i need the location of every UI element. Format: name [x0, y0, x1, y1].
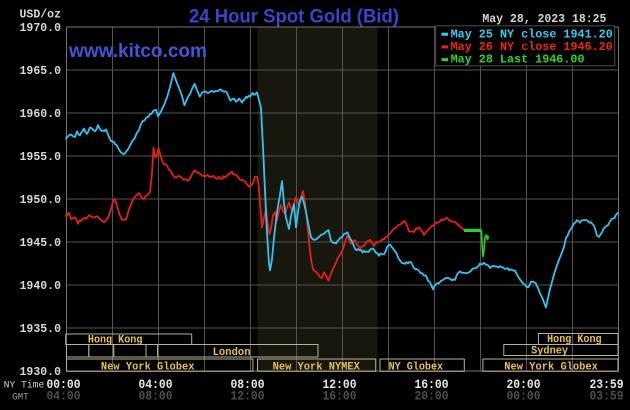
svg-text:1945.0: 1945.0 [20, 236, 62, 250]
svg-text:00:00: 00:00 [507, 390, 541, 404]
svg-text:12:00: 12:00 [231, 390, 265, 404]
svg-text:1950.0: 1950.0 [20, 193, 62, 207]
svg-text:23:59: 23:59 [590, 378, 624, 392]
svg-text:NY Time: NY Time [4, 380, 45, 392]
svg-text:New York Globex: New York Globex [101, 361, 195, 373]
svg-text:Hong Kong: Hong Kong [547, 334, 602, 346]
svg-text:1970.0: 1970.0 [20, 21, 62, 35]
svg-text:GMT: GMT [12, 392, 29, 404]
svg-text:1930.0: 1930.0 [20, 365, 62, 379]
svg-text:May 28 Last 1946.00: May 28 Last 1946.00 [451, 53, 585, 67]
svg-text:1960.0: 1960.0 [20, 107, 62, 121]
svg-text:1940.0: 1940.0 [20, 279, 62, 293]
svg-text:20:00: 20:00 [415, 390, 449, 404]
svg-text:www.kitco.com: www.kitco.com [68, 41, 207, 62]
svg-text:New York Globex: New York Globex [504, 361, 598, 373]
svg-text:Hong Kong: Hong Kong [88, 335, 142, 347]
svg-text:1965.0: 1965.0 [20, 64, 62, 78]
svg-text:24 Hour Spot Gold (Bid): 24 Hour Spot Gold (Bid) [189, 6, 399, 28]
svg-text:12:00: 12:00 [323, 378, 357, 392]
svg-text:04:00: 04:00 [139, 378, 173, 392]
svg-text:04:00: 04:00 [47, 390, 81, 404]
svg-text:May 25 NY close 1941.20: May 25 NY close 1941.20 [451, 27, 613, 41]
svg-text:May 26 NY close 1946.20: May 26 NY close 1946.20 [451, 40, 613, 54]
svg-text:Sydney: Sydney [531, 346, 568, 358]
svg-text:08:00: 08:00 [139, 390, 173, 404]
svg-text:03:59: 03:59 [590, 390, 624, 404]
svg-text:May 28, 2023 18:25: May 28, 2023 18:25 [482, 12, 606, 26]
svg-text:London: London [213, 347, 251, 359]
svg-text:08:00: 08:00 [231, 378, 265, 392]
svg-text:1955.0: 1955.0 [20, 150, 62, 164]
svg-text:1935.0: 1935.0 [20, 322, 62, 336]
svg-text:NY Globex: NY Globex [389, 361, 444, 373]
svg-text:20:00: 20:00 [507, 378, 541, 392]
svg-text:USD/oz: USD/oz [20, 8, 62, 22]
svg-text:16:00: 16:00 [323, 390, 357, 404]
svg-text:00:00: 00:00 [47, 378, 81, 392]
svg-text:16:00: 16:00 [415, 378, 449, 392]
svg-text:New York NYMEX: New York NYMEX [273, 361, 361, 373]
